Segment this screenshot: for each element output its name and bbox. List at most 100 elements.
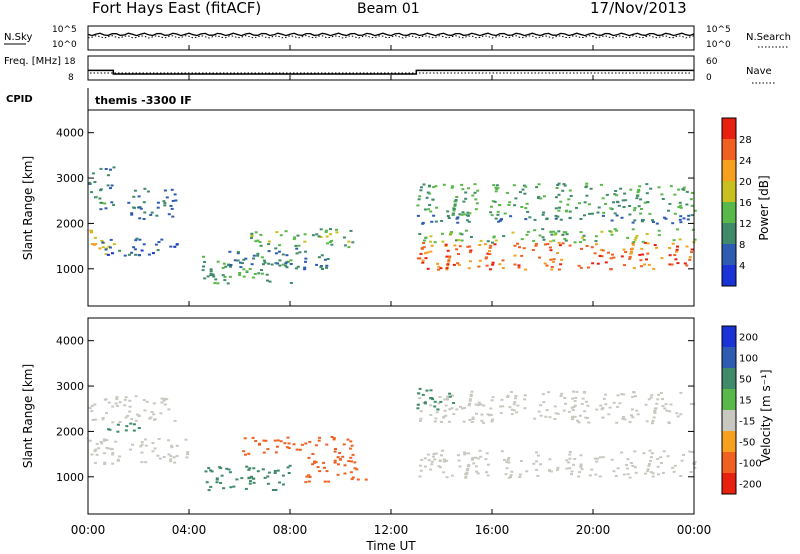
velocity-cell <box>446 395 450 398</box>
velocity-cell <box>91 419 95 421</box>
power-cell <box>465 219 469 222</box>
velocity-cell <box>132 423 136 426</box>
velocity-colorbar-label: Velocity [m s⁻¹] <box>759 369 773 462</box>
power-cell <box>151 252 155 255</box>
velocity-cell <box>553 418 557 420</box>
x-axis: 00:00 04:00 08:00 12:00 16:00 20:00 00:00 <box>71 45 711 537</box>
power-cell <box>297 244 301 247</box>
velocity-cell <box>614 475 618 477</box>
power-cell <box>685 245 689 248</box>
velocity-cell <box>423 401 427 404</box>
power-cell <box>202 265 205 268</box>
power-cell <box>612 201 615 204</box>
power-cell <box>663 216 666 219</box>
velocity-cell <box>137 414 141 417</box>
velocity-cell <box>648 449 652 452</box>
velocity-cell <box>128 410 132 413</box>
velocity-cell <box>471 457 475 460</box>
power-cell <box>690 191 694 194</box>
velocity-cell <box>323 480 327 483</box>
power-cell <box>138 238 142 241</box>
power-cell <box>633 219 637 222</box>
power-cell <box>94 195 98 198</box>
colorbar-swatch <box>722 118 736 139</box>
velocity-cell <box>88 439 92 442</box>
power-cell <box>91 172 95 175</box>
velocity-cell <box>274 489 278 491</box>
power-cell <box>156 249 160 252</box>
velocity-cell <box>556 412 560 415</box>
velocity-cell <box>420 458 424 461</box>
power-cell <box>631 221 635 224</box>
power-cell <box>554 196 558 199</box>
velocity-cell <box>652 416 656 419</box>
velocity-cell <box>252 467 256 470</box>
colorbar-swatch <box>722 139 736 160</box>
velocity-cell <box>651 422 654 425</box>
velocity-cell <box>333 461 337 464</box>
power-cell <box>469 249 473 252</box>
power-cell <box>549 240 553 243</box>
power-cell <box>343 244 347 247</box>
power-cell <box>99 201 103 204</box>
velocity-cell <box>336 456 340 459</box>
velocity-cell <box>416 403 420 406</box>
power-cell <box>425 196 429 199</box>
velocity-cell <box>305 475 309 478</box>
power-cell <box>537 183 541 186</box>
power-cell <box>524 207 528 210</box>
velocity-cell <box>657 393 661 396</box>
colorbar-tick-label: 28 <box>739 135 752 146</box>
velocity-cell <box>484 458 488 461</box>
velocity-cell <box>333 450 337 453</box>
power-cell <box>623 264 626 267</box>
power-cell <box>563 237 567 240</box>
velocity-cell <box>523 394 527 397</box>
power-cell <box>303 240 307 243</box>
power-cell <box>682 217 686 220</box>
velocity-cell <box>518 476 522 478</box>
velocity-cell <box>457 459 461 462</box>
velocity-cell <box>322 461 325 464</box>
colorbar-tick-label: 100 <box>739 354 758 365</box>
velocity-cell <box>622 393 626 396</box>
velocity-cell <box>90 410 94 413</box>
velocity-cell <box>261 468 265 471</box>
velocity-cell <box>349 440 353 443</box>
velocity-cell <box>418 464 422 467</box>
velocity-cell <box>510 413 514 416</box>
velocity-cell <box>125 425 129 428</box>
power-cell <box>681 188 685 191</box>
power-cell <box>683 262 687 265</box>
power-cell <box>549 258 553 261</box>
power-cell <box>525 202 529 205</box>
colorbar-swatch <box>722 160 736 181</box>
velocity-cell <box>565 467 569 470</box>
velocity-cell <box>573 400 577 402</box>
power-cell <box>539 197 543 200</box>
power-cell <box>276 262 280 265</box>
power-cell <box>501 259 505 262</box>
colorbar-swatch <box>722 223 736 244</box>
velocity-cell <box>653 407 657 410</box>
power-cell <box>226 282 230 285</box>
power-cell <box>453 205 457 207</box>
power-cell <box>675 250 679 253</box>
velocity-cell <box>506 394 510 397</box>
velocity-cell <box>355 468 359 471</box>
power-cell <box>329 228 332 231</box>
velocity-cell <box>263 476 267 479</box>
velocity-cell <box>144 444 148 447</box>
velocity-cell <box>175 444 179 447</box>
velocity-cell <box>667 421 671 424</box>
power-cell <box>550 266 554 268</box>
power-cell <box>441 240 445 243</box>
power-cell <box>494 190 498 193</box>
velocity-cell <box>350 444 354 447</box>
power-cell <box>495 184 499 187</box>
velocity-cell <box>505 461 509 464</box>
power-cell <box>289 259 293 262</box>
y-tick-label: 4000 <box>56 335 84 348</box>
power-cell <box>613 212 617 215</box>
velocity-cell <box>509 391 513 393</box>
